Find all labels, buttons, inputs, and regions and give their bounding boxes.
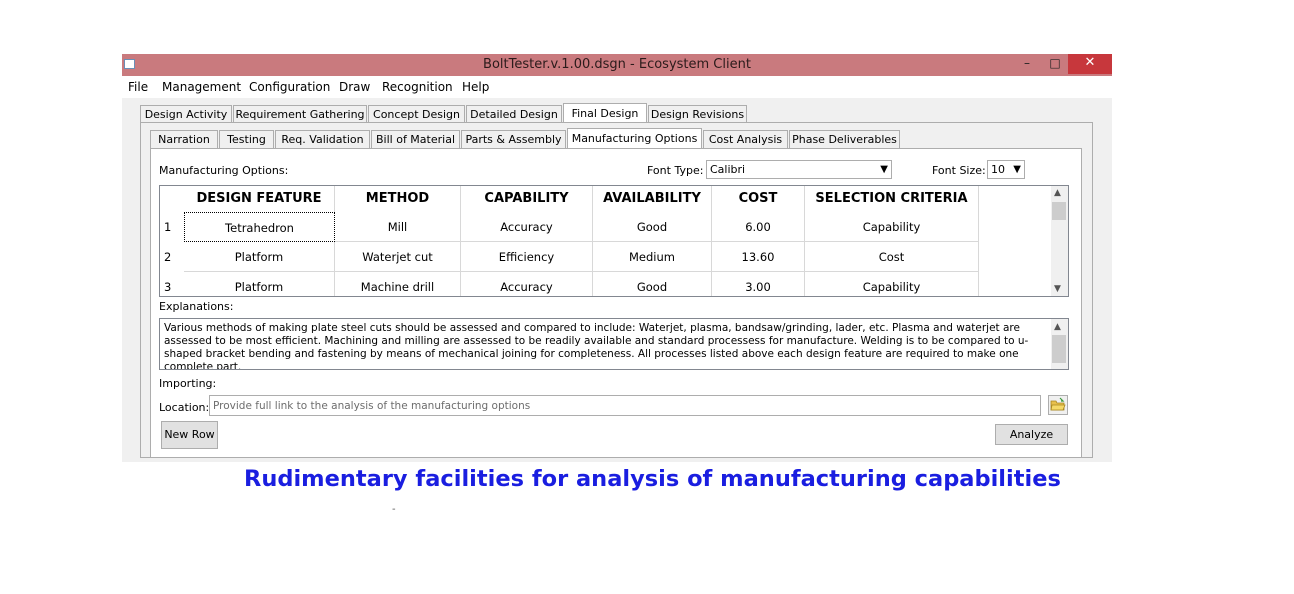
- column-header[interactable]: SELECTION CRITERIA: [805, 186, 979, 212]
- caption-text: Rudimentary facilities for analysis of m…: [244, 466, 1061, 492]
- tab-final-design[interactable]: Final Design: [563, 103, 647, 125]
- table-cell[interactable]: Capability: [805, 272, 979, 296]
- row-number: 2: [164, 250, 172, 264]
- table-cell[interactable]: 13.60: [712, 242, 805, 272]
- font-size-label: Font Size:: [932, 164, 986, 177]
- table-cell[interactable]: 6.00: [712, 212, 805, 242]
- scroll-down-icon[interactable]: ▼: [1054, 284, 1061, 294]
- explanations-textarea[interactable]: Various methods of making plate steel cu…: [159, 318, 1069, 370]
- table-cell[interactable]: Medium: [593, 242, 712, 272]
- menu-draw[interactable]: Draw: [339, 80, 371, 94]
- importing-label: Importing:: [159, 377, 217, 390]
- manufacturing-table: DESIGN FEATURE METHOD CAPABILITY AVAILAB…: [159, 185, 1069, 297]
- menu-recognition[interactable]: Recognition: [382, 80, 453, 94]
- tab-design-revisions[interactable]: Design Revisions: [648, 105, 747, 124]
- table-cell[interactable]: Accuracy: [461, 272, 593, 296]
- menu-help[interactable]: Help: [462, 80, 490, 94]
- column-header[interactable]: AVAILABILITY: [593, 186, 712, 212]
- table-cell[interactable]: Accuracy: [461, 212, 593, 242]
- table-cell[interactable]: Platform: [184, 242, 335, 272]
- menu-management[interactable]: Management: [162, 80, 242, 94]
- tab-manufacturing-options[interactable]: Manufacturing Options: [567, 128, 702, 150]
- font-size-value: 10: [991, 163, 1005, 176]
- table-cell[interactable]: Mill: [335, 212, 461, 242]
- row-number: 3: [164, 280, 172, 294]
- scroll-thumb[interactable]: [1052, 202, 1066, 220]
- table-cell[interactable]: Machine drill: [335, 272, 461, 296]
- table-cell[interactable]: Good: [593, 212, 712, 242]
- font-type-value: Calibri: [710, 163, 746, 176]
- app-icon: [124, 59, 135, 69]
- folder-icon: [1050, 397, 1066, 411]
- tab-req-validation[interactable]: Req. Validation: [275, 130, 370, 149]
- tab-bill-of-material[interactable]: Bill of Material: [371, 130, 460, 149]
- manufacturing-options-label: Manufacturing Options:: [159, 164, 289, 177]
- explanations-text: Various methods of making plate steel cu…: [164, 322, 1029, 370]
- chevron-down-icon: ▼: [1013, 164, 1021, 175]
- analyze-button[interactable]: Analyze: [995, 424, 1068, 445]
- scroll-up-icon[interactable]: ▲: [1054, 322, 1061, 332]
- table-cell[interactable]: Waterjet cut: [335, 242, 461, 272]
- title-bar: BoltTester.v.1.00.dsgn - Ecosystem Clien…: [122, 54, 1112, 76]
- new-row-button[interactable]: New Row: [161, 421, 218, 449]
- menu-configuration[interactable]: Configuration: [249, 80, 331, 94]
- row-number: 1: [164, 220, 172, 234]
- chevron-down-icon: ▼: [880, 164, 888, 175]
- window-title: BoltTester.v.1.00.dsgn - Ecosystem Clien…: [483, 57, 751, 72]
- minimize-button[interactable]: –: [1024, 56, 1030, 70]
- scroll-up-icon[interactable]: ▲: [1054, 188, 1061, 198]
- tab-phase-deliverables[interactable]: Phase Deliverables: [789, 130, 900, 149]
- table-cell[interactable]: Tetrahedron: [184, 212, 335, 242]
- font-type-select[interactable]: Calibri ▼: [706, 160, 892, 179]
- tab-parts-assembly[interactable]: Parts & Assembly: [461, 130, 566, 149]
- explanations-scrollbar[interactable]: ▲: [1051, 319, 1068, 369]
- explanations-label: Explanations:: [159, 300, 234, 313]
- font-type-label: Font Type:: [647, 164, 704, 177]
- column-header[interactable]: METHOD: [335, 186, 461, 212]
- tab-narration[interactable]: Narration: [150, 130, 218, 149]
- menu-file[interactable]: File: [128, 80, 149, 94]
- column-header[interactable]: DESIGN FEATURE: [184, 186, 335, 212]
- tab-cost-analysis[interactable]: Cost Analysis: [703, 130, 788, 149]
- location-field[interactable]: [209, 395, 1041, 416]
- sub-tab-bar: Narration Testing Req. Validation Bill o…: [150, 128, 1090, 150]
- stray-mark: -: [392, 504, 396, 515]
- close-button[interactable]: ✕: [1068, 54, 1112, 74]
- maximize-button[interactable]: □: [1049, 56, 1061, 70]
- main-tab-bar: Design Activity Requirement Gathering Co…: [140, 103, 1100, 125]
- menu-bar: File Management Configuration Draw Recog…: [122, 76, 1112, 98]
- table-cell[interactable]: Capability: [805, 212, 979, 242]
- table-cell[interactable]: 3.00: [712, 272, 805, 296]
- table-cell[interactable]: Good: [593, 272, 712, 296]
- table-cell[interactable]: Platform: [184, 272, 335, 296]
- font-size-select[interactable]: 10 ▼: [987, 160, 1025, 179]
- scroll-thumb[interactable]: [1052, 335, 1066, 363]
- table-cell[interactable]: Cost: [805, 242, 979, 272]
- browse-button[interactable]: [1048, 395, 1068, 415]
- column-header[interactable]: COST: [712, 186, 805, 212]
- location-input[interactable]: [210, 396, 1040, 415]
- table-cell[interactable]: Efficiency: [461, 242, 593, 272]
- app-window: BoltTester.v.1.00.dsgn - Ecosystem Clien…: [122, 54, 1112, 462]
- tab-testing[interactable]: Testing: [219, 130, 274, 149]
- location-label: Location:: [159, 401, 210, 414]
- column-header[interactable]: CAPABILITY: [461, 186, 593, 212]
- table-scrollbar[interactable]: ▲ ▼: [1051, 186, 1068, 296]
